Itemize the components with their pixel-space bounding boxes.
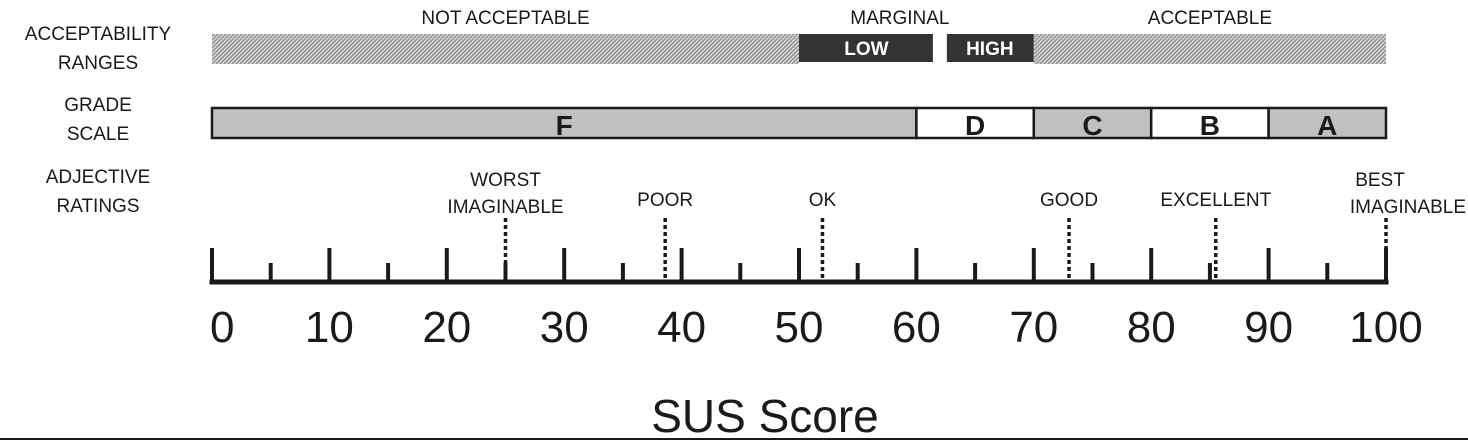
tick-label-40: 40 bbox=[657, 303, 706, 352]
grade-label-a: A bbox=[1317, 110, 1337, 141]
acceptability-ranges-bar: NOT ACCEPTABLE LOW HIGH ACCEPTABLE MARGINAL bbox=[212, 8, 1386, 64]
marginal-label: MARGINAL bbox=[850, 8, 949, 29]
row-label-grade-1: SCALE bbox=[67, 124, 129, 145]
row-label-acceptability-0: ACCEPTABILITY bbox=[25, 24, 172, 45]
grade-cell-f bbox=[210, 106, 918, 140]
range-label-3: ACCEPTABLE bbox=[1148, 8, 1272, 29]
tick-label-30: 30 bbox=[540, 303, 589, 352]
grade-label-b: B bbox=[1200, 110, 1220, 141]
adjective-label-good-0: GOOD bbox=[1040, 190, 1098, 211]
adjective-label-worst-imaginable-1: IMAGINABLE bbox=[447, 197, 563, 218]
grade-label-c: C bbox=[1082, 110, 1102, 141]
grade-label-f: F bbox=[556, 110, 573, 141]
marginal-label-high: HIGH bbox=[966, 39, 1014, 60]
bottom-rule bbox=[0, 438, 1468, 440]
tick-label-100: 100 bbox=[1349, 303, 1422, 352]
sus-axis: 0 10 20 30 40 50 60 70 80 90 100 bbox=[209, 248, 1423, 352]
row-label-adjective-0: ADJECTIVE bbox=[46, 167, 151, 188]
tick-label-10: 10 bbox=[305, 303, 354, 352]
tick-label-80: 80 bbox=[1127, 303, 1176, 352]
tick-label-70: 70 bbox=[1009, 303, 1058, 352]
grade-cell-a bbox=[1267, 106, 1388, 140]
range-band-0 bbox=[212, 34, 799, 64]
tick-label-60: 60 bbox=[892, 303, 941, 352]
marginal-band-high bbox=[946, 34, 1034, 62]
grade-cell-b bbox=[1149, 106, 1270, 140]
tick-label-90: 90 bbox=[1244, 303, 1293, 352]
range-label-0: NOT ACCEPTABLE bbox=[421, 8, 589, 29]
range-band-3 bbox=[1033, 34, 1386, 64]
adjective-label-best-imaginable-1: IMAGINABLE bbox=[1350, 197, 1466, 218]
tick-label-0: 0 bbox=[210, 303, 234, 352]
row-labels: ACCEPTABILITY RANGES GRADE SCALE ADJECTIVE RA… bbox=[25, 24, 172, 217]
row-label-adjective-1: RATINGS bbox=[56, 196, 139, 217]
marginal-band-low bbox=[799, 34, 933, 62]
marginal-label-low: LOW bbox=[844, 39, 888, 60]
row-label-grade-0: GRADE bbox=[64, 95, 132, 116]
adjective-label-best-imaginable-0: BEST bbox=[1355, 170, 1405, 191]
row-label-acceptability-1: RANGES bbox=[58, 53, 138, 74]
tick-label-50: 50 bbox=[775, 303, 824, 352]
adjective-label-excellent-0: EXCELLENT bbox=[1160, 190, 1271, 211]
adjective-label-worst-imaginable-0: WORST bbox=[470, 170, 541, 191]
grade-label-d: D bbox=[965, 110, 985, 141]
adjective-label-poor-0: POOR bbox=[637, 190, 693, 211]
adjective-ratings: WORST IMAGINABLE POOR OK GOOD EXCELLENT BEST IM… bbox=[447, 170, 1466, 282]
axis-title: SUS Score bbox=[651, 390, 879, 442]
tick-label-20: 20 bbox=[422, 303, 471, 352]
adjective-label-ok-0: OK bbox=[809, 190, 837, 211]
